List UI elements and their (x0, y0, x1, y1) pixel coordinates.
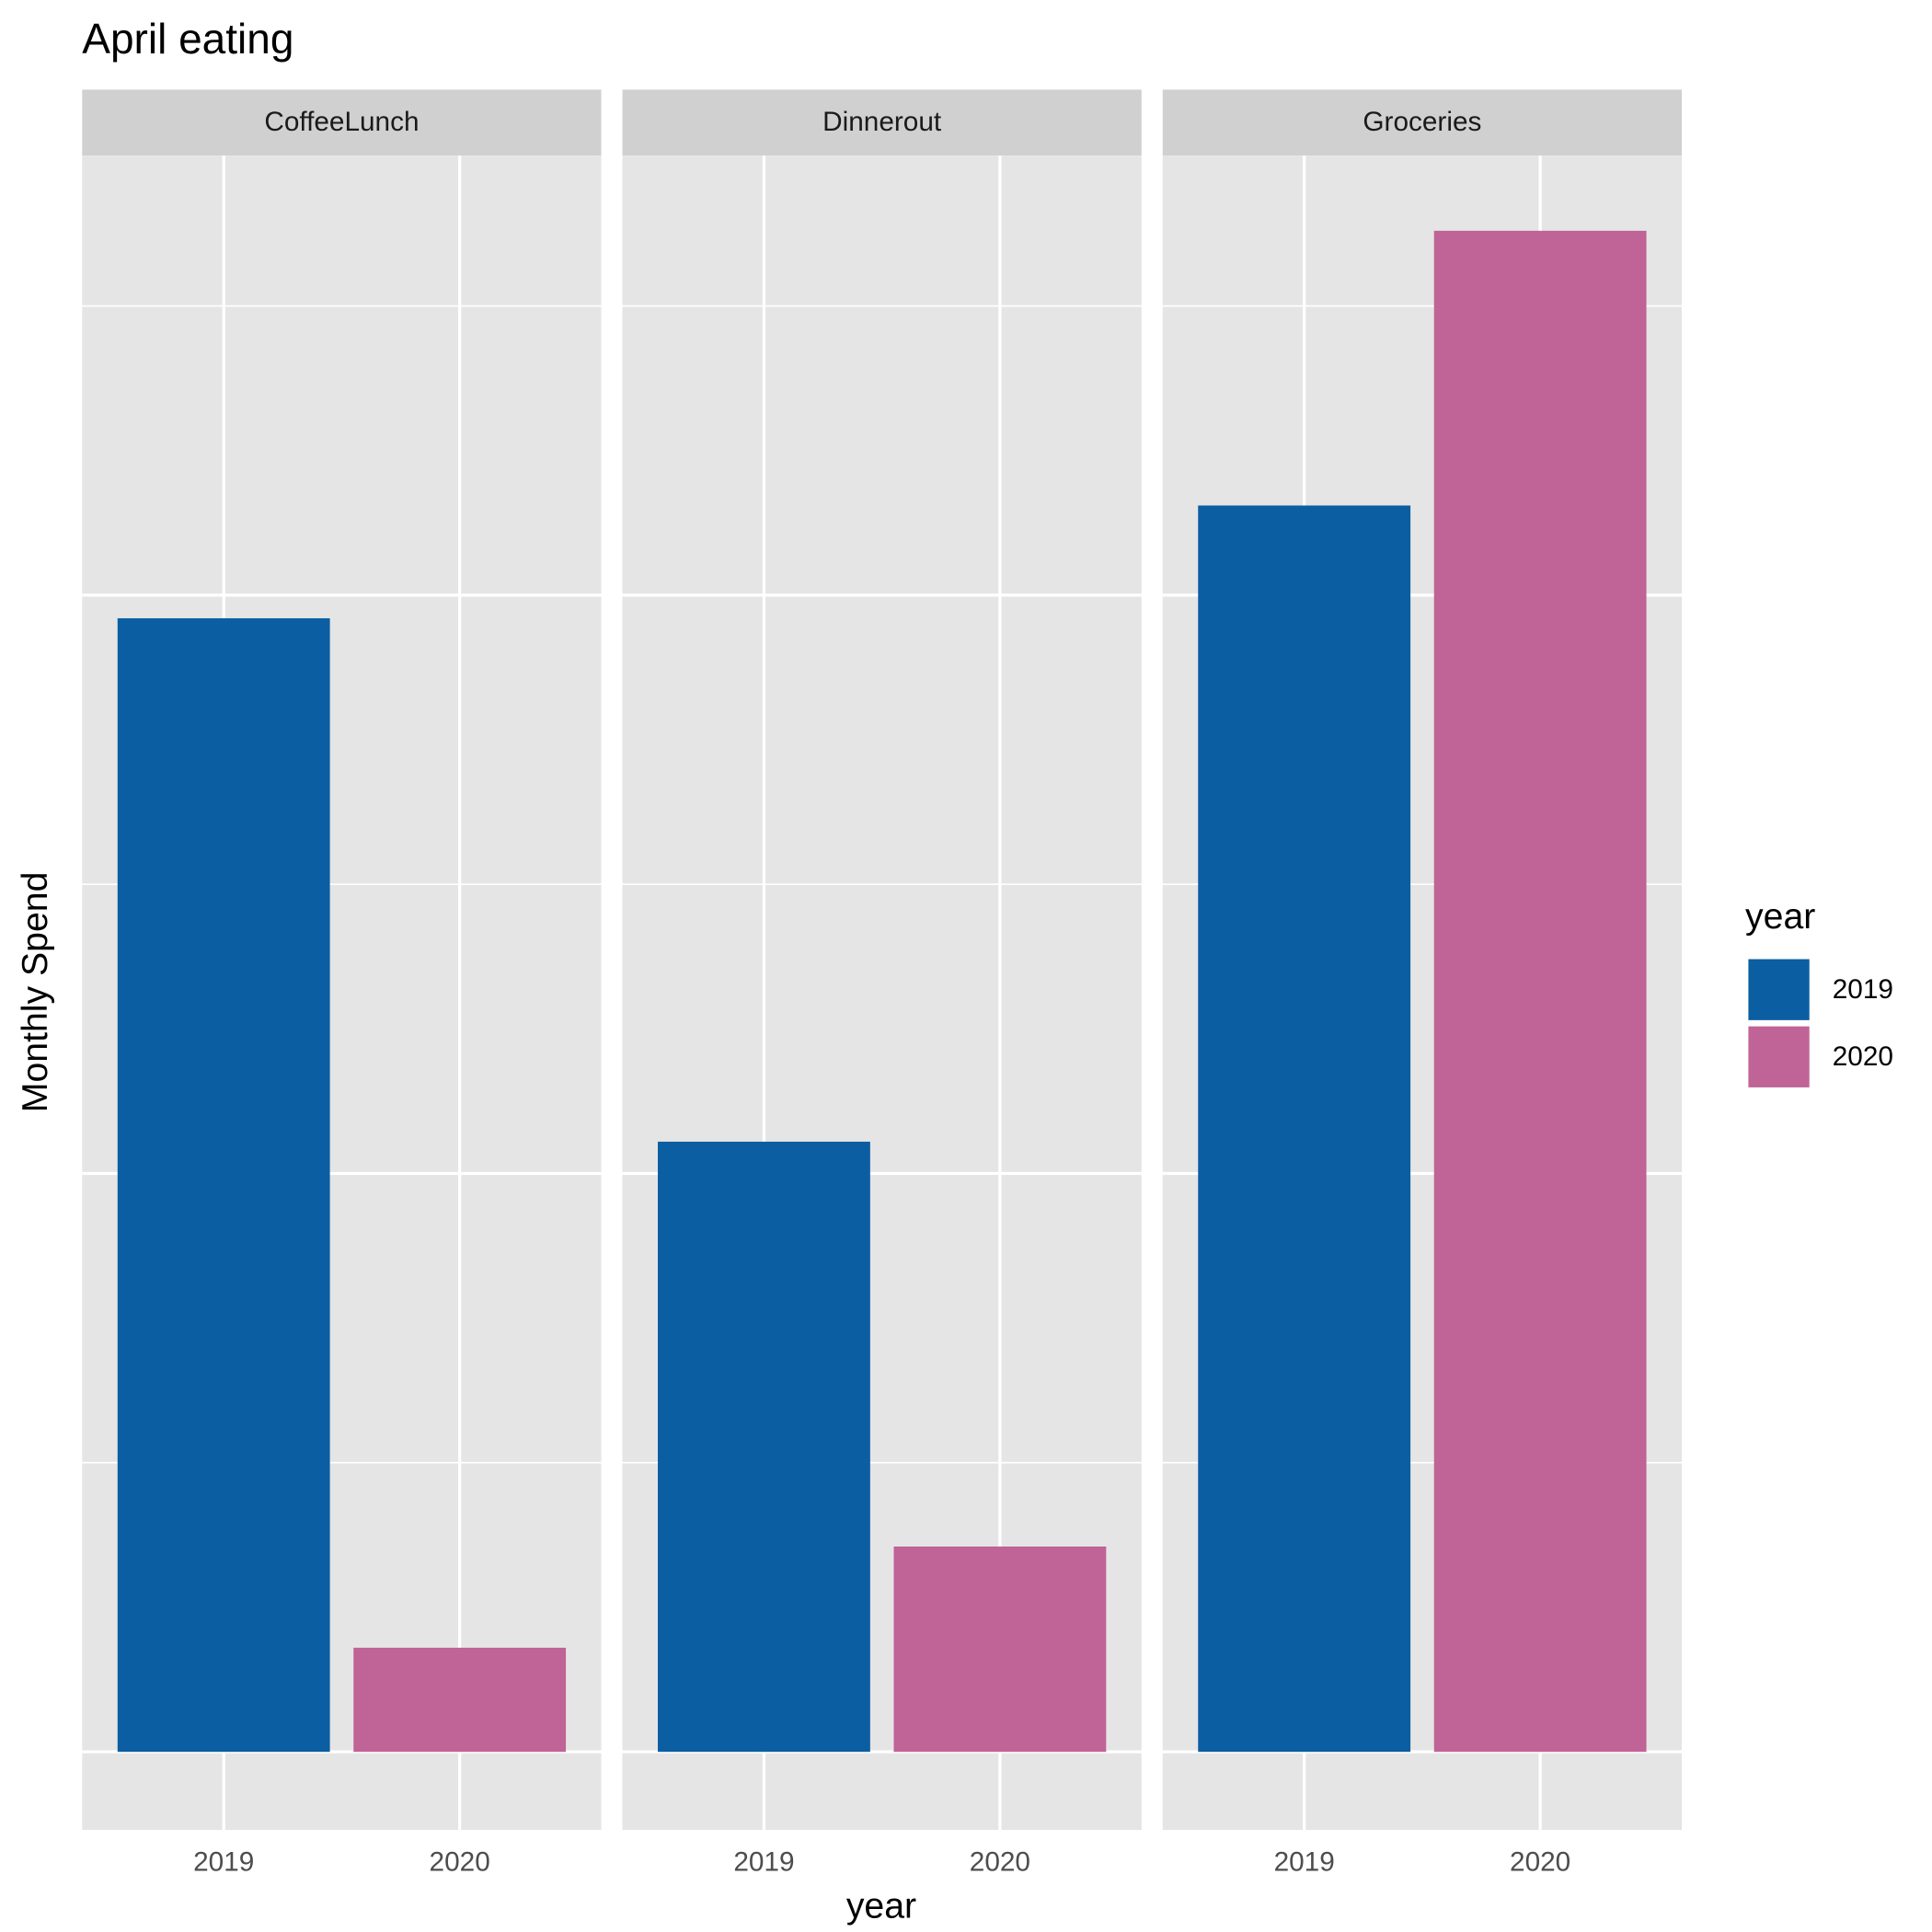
legend-label: 2020 (1833, 1041, 1893, 1072)
chart-title: April eating (82, 15, 293, 63)
x-tick-label: 2019 (1274, 1846, 1335, 1877)
x-tick-label: 2019 (733, 1846, 794, 1877)
bar (658, 1141, 870, 1753)
x-axis-title: year (846, 1886, 916, 1926)
strip-label: CoffeeLunch (264, 107, 419, 137)
bar (1198, 505, 1411, 1753)
x-tick-label: 2020 (1510, 1846, 1570, 1877)
bar (893, 1547, 1107, 1753)
bar (117, 618, 330, 1753)
legend-key (1747, 958, 1811, 1022)
strip (82, 89, 602, 156)
x-tick-label: 2019 (193, 1846, 254, 1877)
x-tick-label: 2020 (430, 1846, 490, 1877)
strip-label: Dinnerout (822, 107, 942, 137)
strip-label: Groceries (1363, 107, 1481, 137)
legend-title: year (1745, 896, 1815, 937)
x-tick-label: 2020 (970, 1846, 1030, 1877)
bar (1433, 230, 1647, 1753)
strip (622, 89, 1142, 156)
legend-label: 2019 (1833, 974, 1893, 1005)
legend-key (1747, 1025, 1811, 1089)
y-axis-title: Monthly Spend (15, 872, 55, 1113)
bar (353, 1648, 567, 1753)
strip (1162, 89, 1683, 156)
